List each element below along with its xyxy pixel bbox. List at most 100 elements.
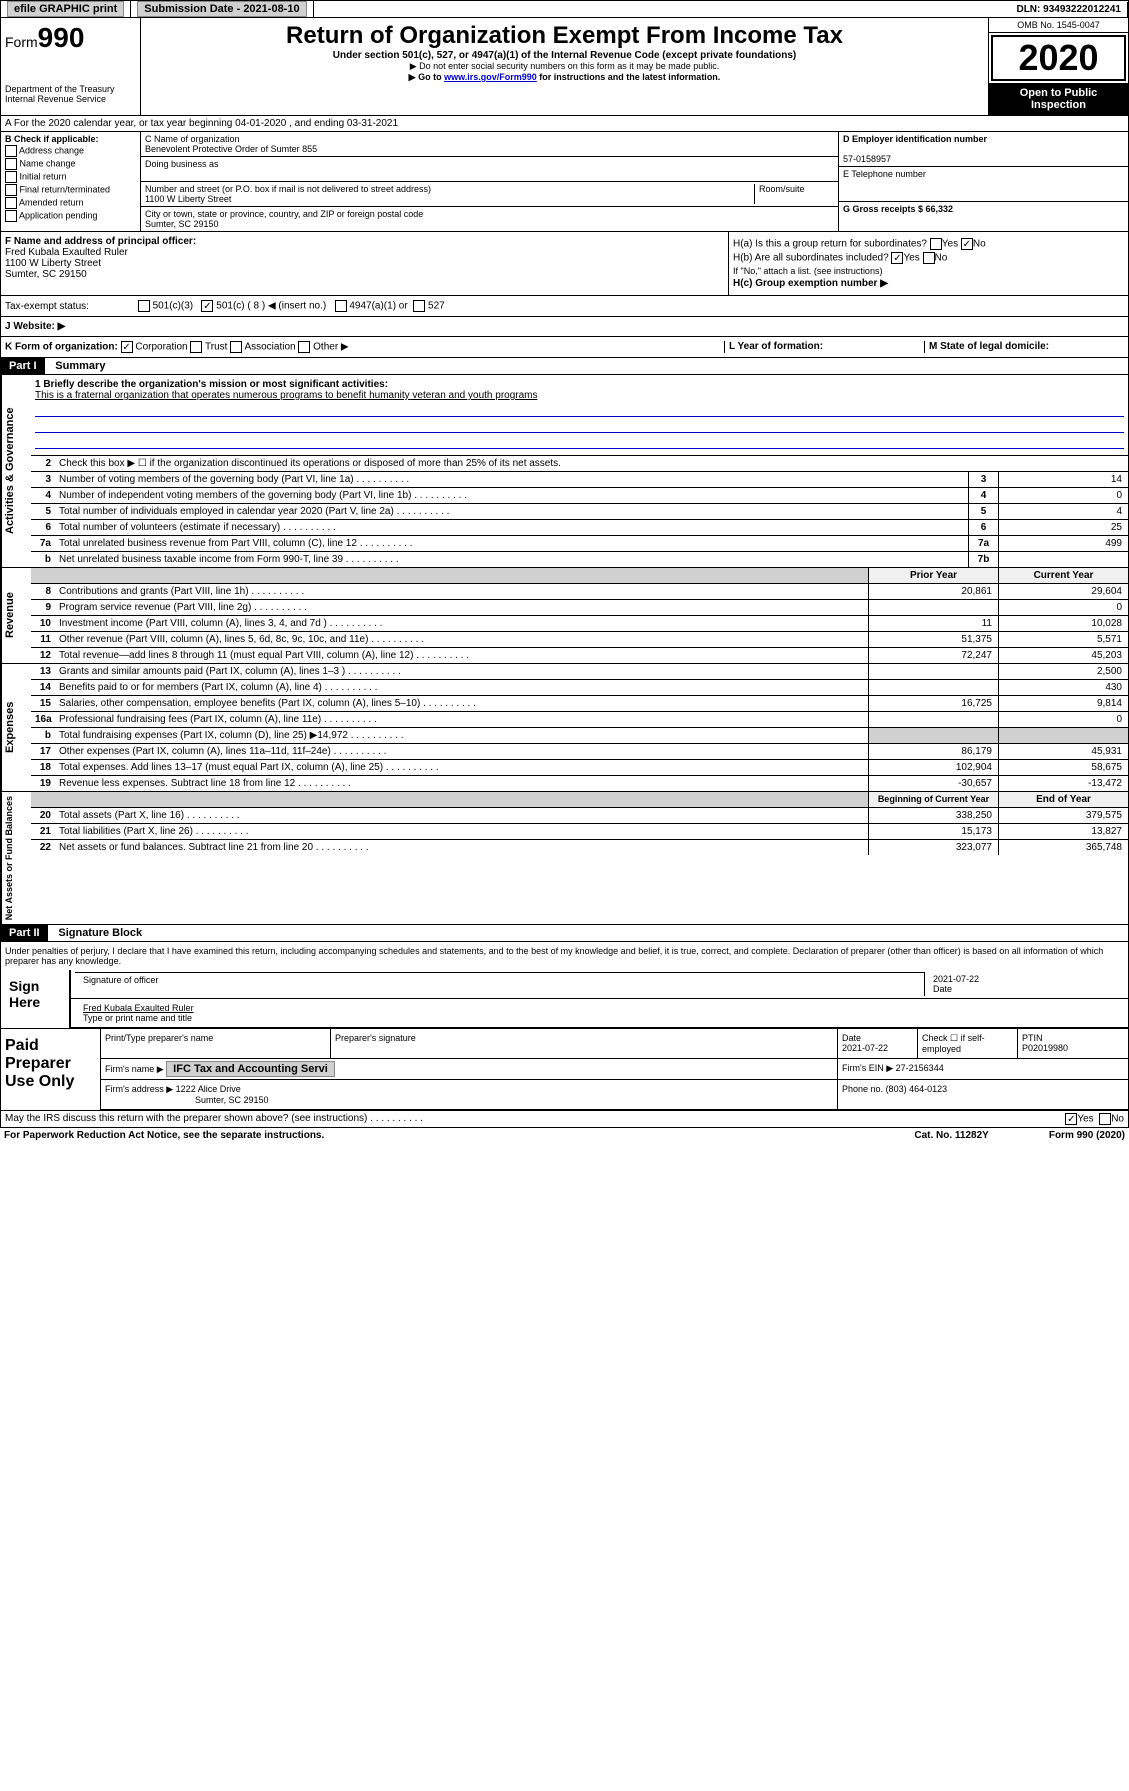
- summary-row: 10Investment income (Part VIII, column (…: [31, 616, 1128, 632]
- gross-label: G Gross receipts $ 66,332: [843, 204, 953, 214]
- tab-revenue: Revenue: [1, 568, 31, 663]
- netassets-section: Net Assets or Fund Balances Beginning of…: [0, 792, 1129, 925]
- summary-row: bNet unrelated business taxable income f…: [31, 552, 1128, 567]
- ha-no[interactable]: ✓: [961, 238, 973, 250]
- discuss-row: May the IRS discuss this return with the…: [0, 1111, 1129, 1128]
- status-4947[interactable]: [335, 300, 347, 312]
- f-name: Fred Kubala Exaulted Ruler: [5, 247, 128, 258]
- part1-header-row: Part I Summary: [0, 358, 1129, 375]
- k-assoc[interactable]: [230, 341, 242, 353]
- prep-date: 2021-07-22: [842, 1043, 888, 1053]
- prior-year-header: Prior Year: [868, 568, 998, 583]
- phone-label: E Telephone number: [843, 169, 926, 179]
- row-a: A For the 2020 calendar year, or tax yea…: [0, 116, 1129, 132]
- status-527[interactable]: [413, 300, 425, 312]
- summary-row: 5Total number of individuals employed in…: [31, 504, 1128, 520]
- col-f: F Name and address of principal officer:…: [1, 232, 728, 295]
- k-label: K Form of organization:: [5, 342, 118, 353]
- summary-row: 14Benefits paid to or for members (Part …: [31, 680, 1128, 696]
- firm-ein: 27-2156344: [896, 1063, 944, 1073]
- expenses-section: Expenses 13Grants and similar amounts pa…: [0, 664, 1129, 792]
- summary-row: 8Contributions and grants (Part VIII, li…: [31, 584, 1128, 600]
- form990-link[interactable]: www.irs.gov/Form990: [444, 72, 537, 82]
- part2-header: Part II: [1, 925, 48, 941]
- perjury-declaration: Under penalties of perjury, I declare th…: [1, 942, 1128, 970]
- status-row: Tax-exempt status: 501(c)(3) ✓ 501(c) ( …: [0, 296, 1129, 317]
- part1-title: Summary: [47, 358, 113, 374]
- k-trust[interactable]: [190, 341, 202, 353]
- beginning-header: Beginning of Current Year: [868, 792, 998, 807]
- form-header: Form990 Department of the Treasury Inter…: [0, 18, 1129, 116]
- firm-name: IFC Tax and Accounting Servi: [166, 1061, 335, 1077]
- col-c: C Name of organizationBenevolent Protect…: [141, 132, 838, 231]
- cat-number: Cat. No. 11282Y: [914, 1130, 988, 1141]
- paperwork-text: For Paperwork Reduction Act Notice, see …: [4, 1130, 324, 1141]
- summary-row: 4Number of independent voting members of…: [31, 488, 1128, 504]
- k-corp[interactable]: ✓: [121, 341, 133, 353]
- colb-option[interactable]: Address change: [5, 145, 136, 157]
- omb-number: OMB No. 1545-0047: [989, 18, 1128, 33]
- summary-row: 17Other expenses (Part IX, column (A), l…: [31, 744, 1128, 760]
- sig-date: 2021-07-22: [933, 974, 979, 984]
- summary-row: 13Grants and similar amounts paid (Part …: [31, 664, 1128, 680]
- ein-label: D Employer identification number: [843, 134, 987, 144]
- ha-label: H(a) Is this a group return for subordin…: [733, 239, 927, 250]
- f-addr2: Sumter, SC 29150: [5, 269, 87, 280]
- section-fh: F Name and address of principal officer:…: [0, 232, 1129, 296]
- hb-yes[interactable]: ✓: [891, 252, 903, 264]
- summary-row: 15Salaries, other compensation, employee…: [31, 696, 1128, 712]
- note1: ▶ Do not enter social security numbers o…: [145, 61, 984, 72]
- bottom-row: For Paperwork Reduction Act Notice, see …: [0, 1128, 1129, 1143]
- name-label: C Name of organization: [145, 134, 240, 144]
- colb-option[interactable]: Final return/terminated: [5, 184, 136, 196]
- ha-yes[interactable]: [930, 238, 942, 250]
- website-label: J Website: ▶: [5, 321, 65, 332]
- tax-year: 2020: [991, 35, 1126, 81]
- sig-date-label: Date: [933, 984, 952, 994]
- f-label: F Name and address of principal officer:: [5, 236, 196, 247]
- form-prefix: Form: [5, 34, 38, 50]
- addr-value: 1100 W Liberty Street: [145, 194, 231, 204]
- firm-phone: (803) 464-0123: [886, 1084, 948, 1094]
- hc-label: H(c) Group exemption number ▶: [733, 278, 888, 289]
- summary-row: 18Total expenses. Add lines 13–17 (must …: [31, 760, 1128, 776]
- sign-here-label: Sign Here: [1, 970, 71, 1028]
- discuss-no[interactable]: [1099, 1113, 1111, 1125]
- col-h: H(a) Is this a group return for subordin…: [728, 232, 1128, 295]
- efile-button[interactable]: efile GRAPHIC print: [7, 1, 124, 17]
- colb-option[interactable]: Amended return: [5, 197, 136, 209]
- sig-officer-label: Signature of officer: [83, 975, 158, 985]
- colb-option[interactable]: Initial return: [5, 171, 136, 183]
- firm-ein-label: Firm's EIN ▶: [842, 1063, 893, 1073]
- city-label: City or town, state or province, country…: [145, 209, 423, 219]
- top-bar: efile GRAPHIC print Submission Date - 20…: [0, 0, 1129, 18]
- org-name: Benevolent Protective Order of Sumter 85…: [145, 144, 317, 154]
- colb-option[interactable]: Name change: [5, 158, 136, 170]
- firm-addr-label: Firm's address ▶: [105, 1084, 173, 1094]
- sig-name: Fred Kubala Exaulted Ruler: [83, 1003, 194, 1013]
- hb-label: H(b) Are all subordinates included?: [733, 253, 889, 264]
- status-501c3[interactable]: [138, 300, 150, 312]
- korg-row: K Form of organization: ✓ Corporation Tr…: [0, 337, 1129, 358]
- discuss-yes[interactable]: ✓: [1065, 1113, 1077, 1125]
- col-b: B Check if applicable: Address change Na…: [1, 132, 141, 231]
- ein-value: 57-0158957: [843, 154, 891, 164]
- ptin-value: P02019980: [1022, 1043, 1068, 1053]
- hb-no[interactable]: [923, 252, 935, 264]
- summary-row: 11Other revenue (Part VIII, column (A), …: [31, 632, 1128, 648]
- summary-row: 7aTotal unrelated business revenue from …: [31, 536, 1128, 552]
- signature-section: Under penalties of perjury, I declare th…: [0, 942, 1129, 1029]
- submission-button[interactable]: Submission Date - 2021-08-10: [137, 1, 306, 17]
- governance-section: Activities & Governance 1 Briefly descri…: [0, 375, 1129, 568]
- m-label: M State of legal domicile:: [929, 341, 1049, 352]
- status-label: Tax-exempt status:: [5, 301, 135, 312]
- k-other[interactable]: [298, 341, 310, 353]
- note2-suffix: for instructions and the latest informat…: [537, 72, 721, 82]
- status-501c[interactable]: ✓: [201, 300, 213, 312]
- form-title: Return of Organization Exempt From Incom…: [145, 22, 984, 50]
- paid-preparer-label: Paid Preparer Use Only: [1, 1029, 101, 1110]
- colb-option[interactable]: Application pending: [5, 210, 136, 222]
- current-year-header: Current Year: [998, 568, 1128, 583]
- line1-text: This is a fraternal organization that op…: [35, 390, 538, 401]
- part1-header: Part I: [1, 358, 45, 374]
